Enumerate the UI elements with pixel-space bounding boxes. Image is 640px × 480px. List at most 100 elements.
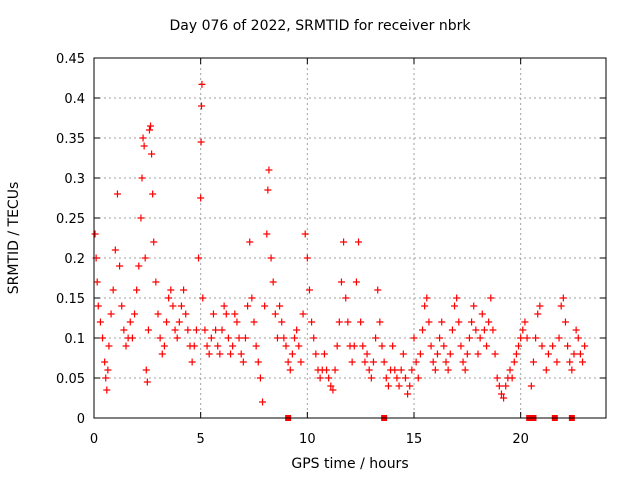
data-point <box>410 334 418 342</box>
data-point <box>568 366 576 374</box>
data-point <box>214 342 222 350</box>
data-point <box>389 342 397 350</box>
data-point <box>198 80 206 88</box>
data-point <box>264 186 272 194</box>
data-point <box>446 350 454 358</box>
data-point <box>519 326 527 334</box>
data-point <box>534 310 542 318</box>
data-point <box>180 286 188 294</box>
data-point <box>320 350 328 358</box>
data-point <box>250 318 258 326</box>
data-point <box>340 238 348 246</box>
data-point <box>192 326 200 334</box>
data-point <box>201 326 209 334</box>
y-tick-label: 0.45 <box>56 52 85 67</box>
data-point <box>252 342 260 350</box>
data-point <box>359 342 367 350</box>
data-point <box>414 374 422 382</box>
y-tick-label: 0.05 <box>56 372 85 387</box>
data-point <box>265 166 273 174</box>
x-tick-label: 20 <box>512 432 529 447</box>
data-point <box>139 134 147 142</box>
data-point <box>557 302 565 310</box>
y-tick-label: 0.3 <box>64 172 85 187</box>
data-point <box>350 342 358 350</box>
data-point <box>440 342 448 350</box>
data-point <box>406 382 414 390</box>
data-point <box>442 358 450 366</box>
data-point <box>401 374 409 382</box>
data-point <box>468 318 476 326</box>
data-point <box>369 358 377 366</box>
data-point <box>233 318 241 326</box>
data-point <box>96 318 104 326</box>
data-point <box>453 294 461 302</box>
data-point <box>378 342 386 350</box>
data-point <box>561 318 569 326</box>
y-axis-label: SRMTID / TECUs <box>6 181 22 295</box>
data-point <box>218 326 226 334</box>
data-point <box>416 350 424 358</box>
data-point <box>195 254 203 262</box>
data-point <box>107 310 115 318</box>
data-point <box>133 286 141 294</box>
data-point <box>190 342 198 350</box>
data-point <box>576 350 584 358</box>
data-point <box>510 358 518 366</box>
x-tick-label: 10 <box>299 432 316 447</box>
data-point <box>335 318 343 326</box>
data-point <box>412 358 420 366</box>
data-point <box>156 334 164 342</box>
data-point <box>229 342 237 350</box>
data-point <box>515 342 523 350</box>
data-point <box>532 334 540 342</box>
data-point <box>142 366 150 374</box>
data-point <box>141 254 149 262</box>
data-point <box>448 326 456 334</box>
data-point <box>222 310 230 318</box>
data-point <box>301 230 309 238</box>
data-point <box>312 350 320 358</box>
data-point <box>131 310 139 318</box>
data-point <box>393 374 401 382</box>
data-point <box>295 342 303 350</box>
data-point <box>363 350 371 358</box>
data-point <box>261 302 269 310</box>
data-point <box>197 194 205 202</box>
data-point <box>122 342 130 350</box>
data-point <box>188 358 196 366</box>
data-point <box>91 230 99 238</box>
data-points <box>91 80 589 421</box>
data-point <box>259 398 267 406</box>
data-point <box>158 350 166 358</box>
data-point <box>160 342 168 350</box>
y-tick-label: 0 <box>77 412 85 427</box>
data-point <box>237 350 245 358</box>
data-point <box>308 318 316 326</box>
data-point <box>149 190 157 198</box>
data-point <box>205 350 213 358</box>
axis-ticks: 0 0.05 0.1 0.15 0.2 0.25 0.3 0.35 0.4 0.45 0 5 10 15 2… <box>56 52 606 447</box>
data-point <box>126 318 134 326</box>
data-point <box>152 278 160 286</box>
y-tick-label: 0.4 <box>64 92 85 107</box>
data-point <box>451 302 459 310</box>
x-tick-label: 0 <box>90 432 98 447</box>
data-point <box>327 382 335 390</box>
data-point <box>184 326 192 334</box>
data-point <box>529 358 537 366</box>
data-point <box>542 366 550 374</box>
data-point <box>566 358 574 366</box>
data-point <box>408 366 416 374</box>
data-point <box>239 358 247 366</box>
data-point <box>310 334 318 342</box>
data-point <box>574 334 582 342</box>
data-point <box>527 382 535 390</box>
data-point <box>344 318 352 326</box>
data-point <box>182 310 190 318</box>
data-point <box>148 150 156 158</box>
data-point <box>120 326 128 334</box>
data-point <box>212 326 220 334</box>
data-point <box>374 286 382 294</box>
